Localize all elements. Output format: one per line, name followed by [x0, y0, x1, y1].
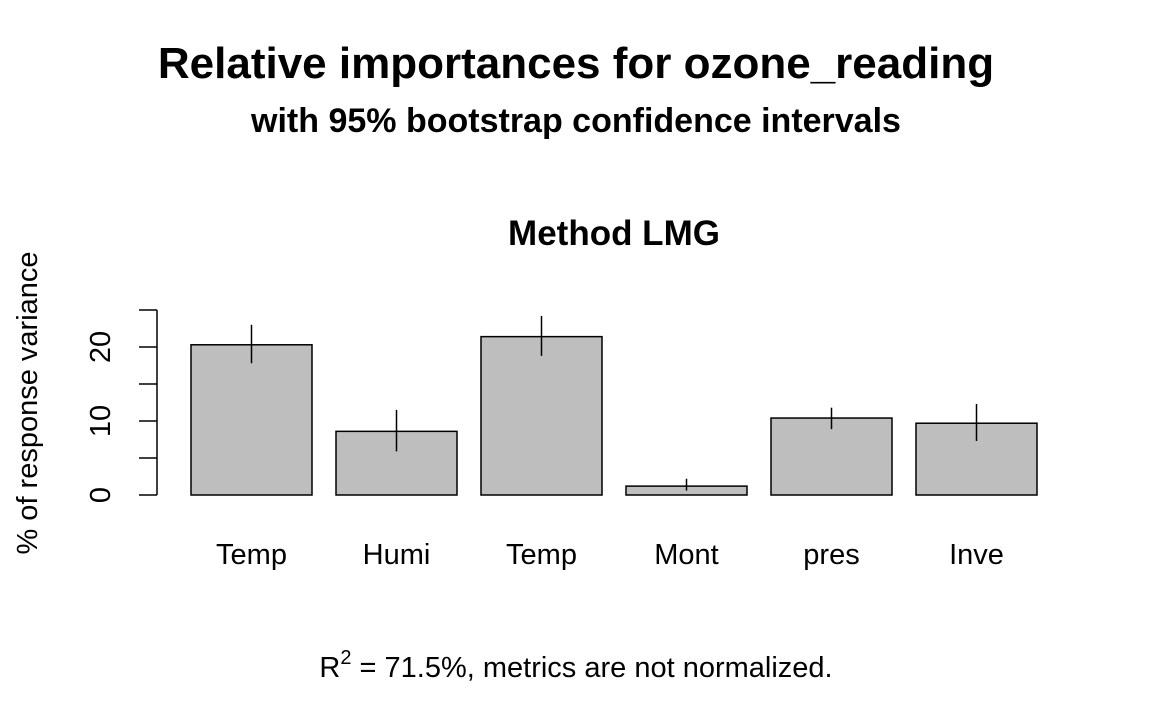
y-axis-label: % of response variance: [12, 251, 44, 554]
footnote-superscript: 2: [340, 647, 351, 669]
error-bars: [250, 315, 978, 491]
category-label: pres: [803, 539, 859, 571]
y-tick-label: 20: [85, 331, 117, 363]
panel-title: Method LMG: [508, 214, 720, 253]
y-tick-label: 0: [85, 487, 117, 503]
category-labels: Temp Humi Temp Mont pres Inve: [216, 539, 1004, 571]
category-label: Humi: [363, 539, 431, 571]
bar: [480, 335, 603, 496]
bar: [915, 422, 1038, 496]
category-label: Mont: [654, 539, 718, 571]
y-tick-label: 10: [85, 405, 117, 437]
footnote: R2 = 71.5%, metrics are not normalized.: [319, 647, 832, 684]
chart-subtitle: with 95% bootstrap confidence intervals: [250, 102, 901, 140]
footnote-r: R: [319, 652, 340, 684]
bar: [770, 417, 893, 496]
category-label: Inve: [949, 539, 1004, 571]
chart-title: Relative importances for ozone_reading: [158, 39, 994, 88]
category-label: Temp: [506, 539, 577, 571]
bar: [190, 344, 313, 496]
bars: [190, 335, 1038, 496]
y-axis: 0 10 20: [85, 309, 158, 503]
footnote-text: = 71.5%, metrics are not normalized.: [351, 652, 832, 684]
category-label: Temp: [216, 539, 287, 571]
